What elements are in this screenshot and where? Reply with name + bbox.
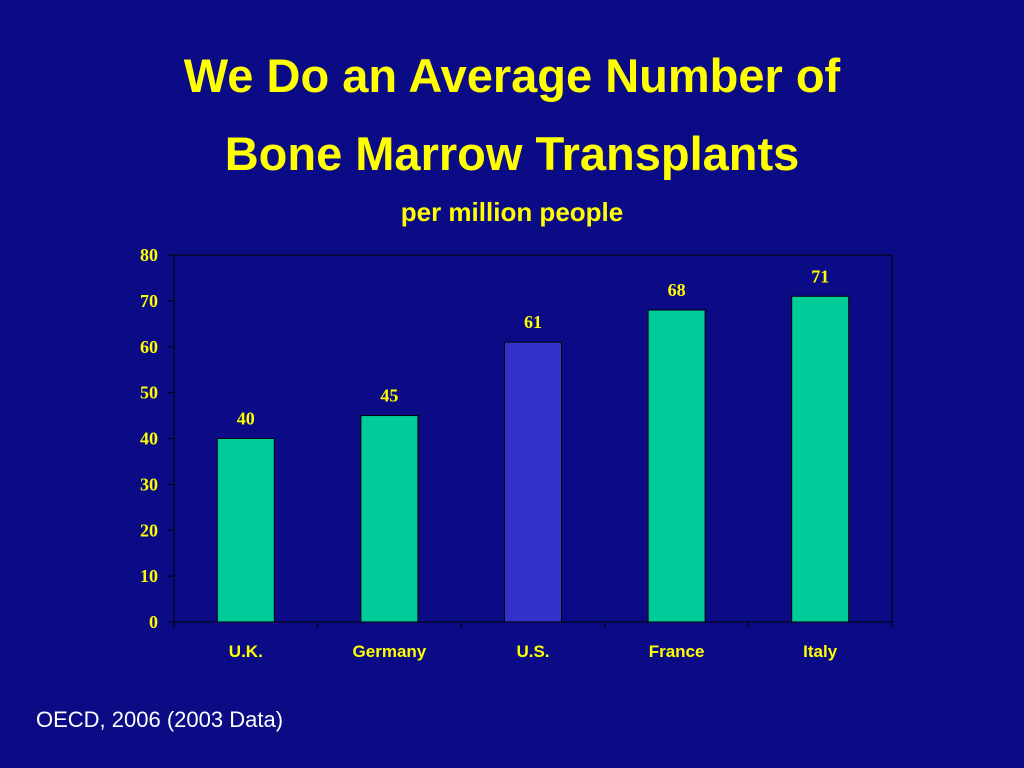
data-label: 40 bbox=[237, 409, 255, 429]
bar-us bbox=[504, 341, 562, 623]
data-label: 71 bbox=[811, 266, 829, 286]
data-label: 68 bbox=[668, 280, 686, 300]
y-tick-label: 10 bbox=[140, 566, 158, 586]
bar-italy bbox=[791, 295, 850, 623]
data-label: 45 bbox=[380, 386, 398, 406]
y-tick-label: 60 bbox=[140, 337, 158, 357]
x-category-label: Italy bbox=[803, 642, 838, 661]
y-tick-label: 70 bbox=[140, 291, 158, 311]
chart-subtitle: per million people bbox=[400, 197, 624, 227]
x-category-label: U.S. bbox=[516, 642, 549, 661]
y-tick-label: 80 bbox=[140, 245, 158, 265]
data-label: 61 bbox=[524, 312, 542, 332]
bar-germany bbox=[360, 415, 419, 623]
bar-france bbox=[647, 309, 706, 623]
bar-uk bbox=[216, 438, 275, 623]
y-tick-label: 40 bbox=[140, 429, 158, 449]
x-category-label: U.K. bbox=[229, 642, 263, 661]
chart-title-line-1: We Do an Average Number of bbox=[183, 49, 841, 102]
y-tick-label: 0 bbox=[149, 612, 158, 632]
x-category-label: France bbox=[649, 642, 705, 661]
y-tick-label: 30 bbox=[140, 474, 158, 494]
source-note: OECD, 2006 (2003 Data) bbox=[36, 707, 284, 732]
y-tick-label: 20 bbox=[140, 520, 158, 540]
y-tick-label: 50 bbox=[140, 383, 158, 403]
chart-title-line-2: Bone Marrow Transplants bbox=[224, 127, 800, 180]
x-category-label: Germany bbox=[353, 642, 427, 661]
